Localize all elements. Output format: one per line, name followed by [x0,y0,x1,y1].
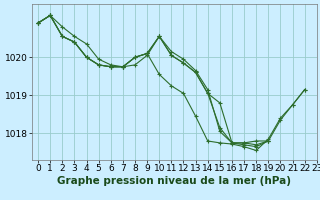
X-axis label: Graphe pression niveau de la mer (hPa): Graphe pression niveau de la mer (hPa) [57,176,292,186]
